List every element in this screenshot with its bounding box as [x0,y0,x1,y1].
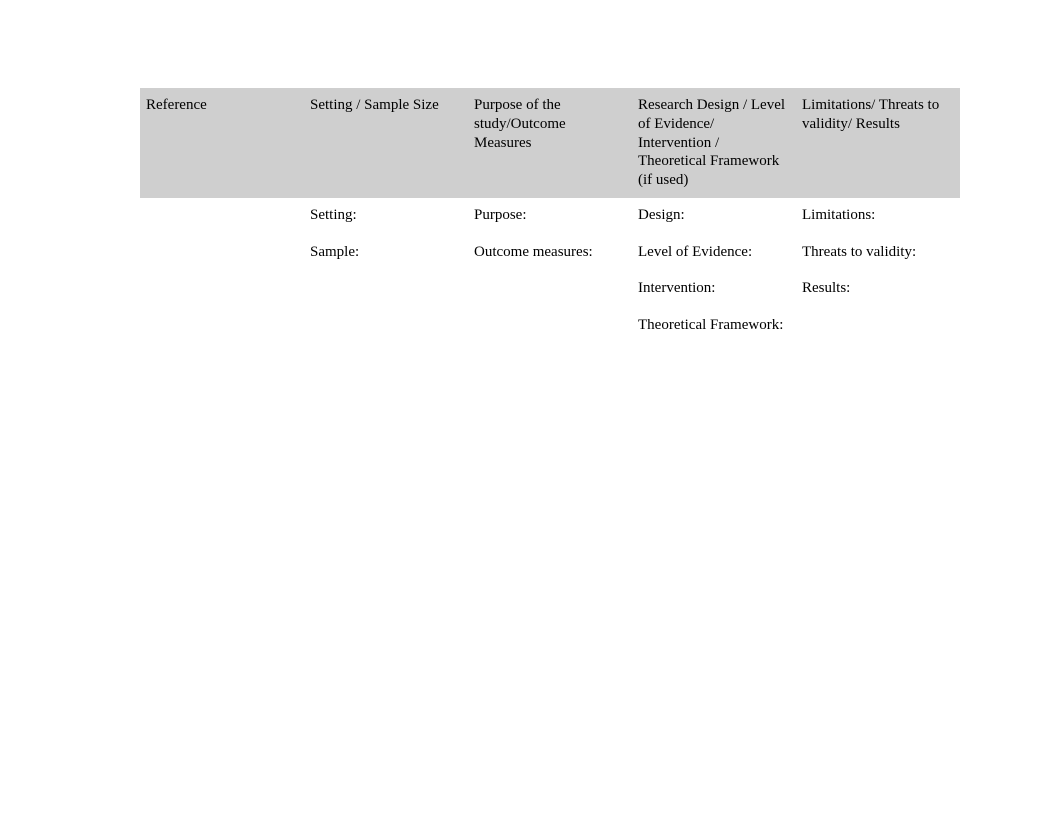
table-header: Reference Setting / Sample Size Purpose … [140,88,960,198]
field-sample: Sample: [310,243,462,262]
col-header-limitations-results: Limitations/ Threats to validity/ Result… [796,88,960,198]
cell-purpose-outcome: Purpose: Outcome measures: [468,198,632,343]
field-outcome-measures: Outcome measures: [474,243,626,262]
table-header-row: Reference Setting / Sample Size Purpose … [140,88,960,198]
evidence-table: Reference Setting / Sample Size Purpose … [140,88,960,343]
col-header-reference: Reference [140,88,304,198]
field-design: Design: [638,206,790,225]
table-body: Setting: Sample: Purpose: Outcome measur… [140,198,960,343]
cell-setting-sample: Setting: Sample: [304,198,468,343]
col-header-setting-sample: Setting / Sample Size [304,88,468,198]
field-level-of-evidence: Level of Evidence: [638,243,790,262]
field-purpose: Purpose: [474,206,626,225]
cell-design-framework: Design: Level of Evidence: Intervention:… [632,198,796,343]
field-limitations: Limitations: [802,206,954,225]
field-intervention: Intervention: [638,279,790,298]
field-threats-to-validity: Threats to validity: [802,243,954,262]
table-row: Setting: Sample: Purpose: Outcome measur… [140,198,960,343]
field-theoretical-framework: Theoretical Framework: [638,316,790,335]
cell-reference [140,198,304,343]
evidence-table-container: Reference Setting / Sample Size Purpose … [140,88,960,343]
col-header-purpose-outcome: Purpose of the study/Outcome Measures [468,88,632,198]
field-setting: Setting: [310,206,462,225]
col-header-design-evidence: Research Design / Level of Evidence/ Int… [632,88,796,198]
field-results: Results: [802,279,954,298]
cell-limitations-results: Limitations: Threats to validity: Result… [796,198,960,343]
